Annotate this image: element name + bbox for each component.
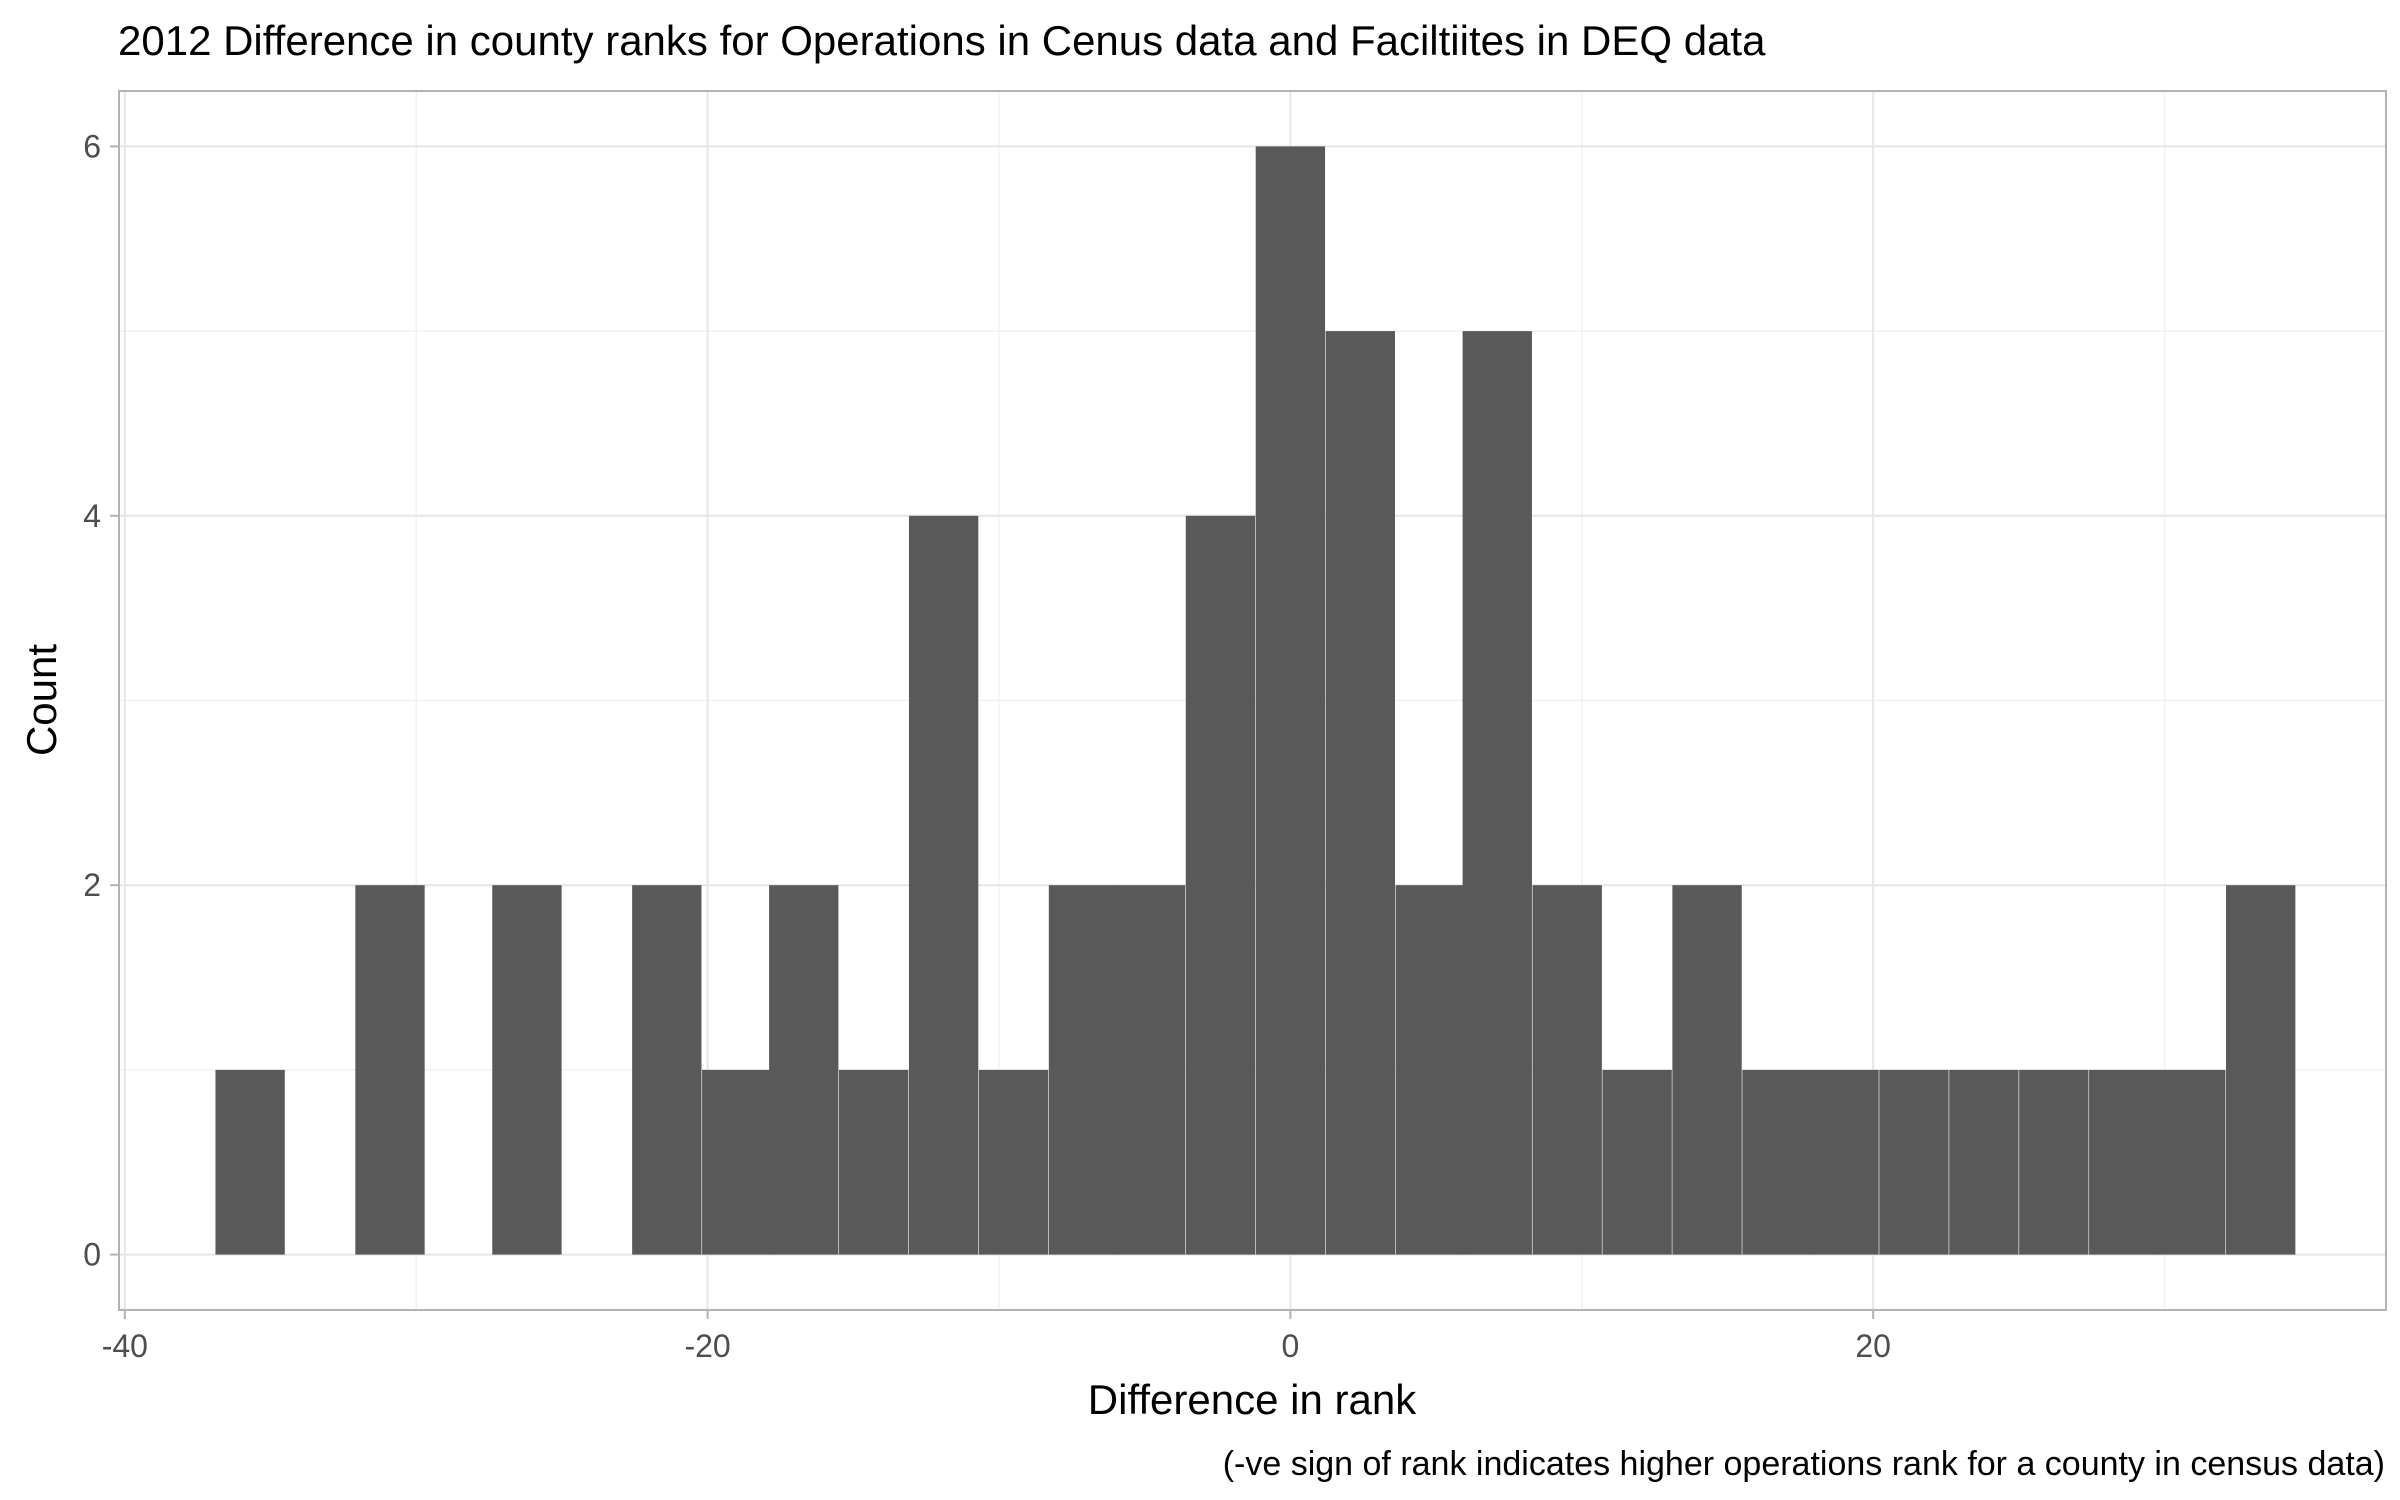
y-tick-label: 2: [83, 867, 101, 903]
histogram-bar: [1742, 1069, 1812, 1255]
x-tick-label: 20: [1855, 1328, 1891, 1364]
chart-title: 2012 Difference in county ranks for Oper…: [118, 17, 1766, 64]
x-axis-title: Difference in rank: [1088, 1376, 1417, 1423]
histogram-bar: [1602, 1069, 1672, 1255]
histogram-bar: [2089, 1069, 2159, 1255]
histogram-bar: [839, 1069, 909, 1255]
histogram-bar: [492, 885, 562, 1255]
histogram-bar: [2226, 885, 2296, 1255]
x-tick-label: 0: [1281, 1328, 1299, 1364]
x-tick-label: -20: [684, 1328, 730, 1364]
histogram-bar: [1879, 1069, 1949, 1255]
histogram-bar: [2156, 1069, 2226, 1255]
histogram-bar: [908, 515, 979, 1255]
histogram-bars: [215, 146, 2296, 1255]
y-axis-ticks: 0 2 4 6: [83, 128, 119, 1273]
panel-border: [118, 90, 2387, 1311]
chart-caption: (-ve sign of rank indicates higher opera…: [1223, 1445, 2385, 1483]
histogram-bar: [1532, 885, 1602, 1255]
histogram-bar: [632, 885, 702, 1255]
histogram-bar: [1672, 885, 1742, 1255]
histogram-bar: [978, 1069, 1049, 1255]
histogram-bar: [1462, 331, 1532, 1255]
histogram-bar: [2019, 1069, 2089, 1255]
x-tick-label: -40: [102, 1328, 148, 1364]
histogram-bar: [355, 885, 425, 1255]
histogram-bar: [1949, 1069, 2019, 1255]
y-tick-label: 6: [83, 128, 101, 164]
histogram-bar: [1395, 885, 1465, 1255]
histogram-bar: [1185, 515, 1256, 1255]
histogram-bar: [769, 885, 839, 1255]
histogram-bar: [1048, 885, 1119, 1255]
histogram-bar: [215, 1069, 285, 1255]
histogram-bar: [1255, 146, 1326, 1255]
y-tick-label: 4: [83, 498, 101, 534]
histogram-bar: [702, 1069, 772, 1255]
histogram-bar: [1809, 1069, 1879, 1255]
y-axis-title: Count: [18, 644, 65, 756]
x-axis-ticks: -40 -20 0 20: [102, 1310, 1891, 1364]
histogram-bar: [1115, 885, 1186, 1255]
histogram-bar: [1325, 331, 1395, 1255]
y-tick-label: 0: [83, 1237, 101, 1273]
